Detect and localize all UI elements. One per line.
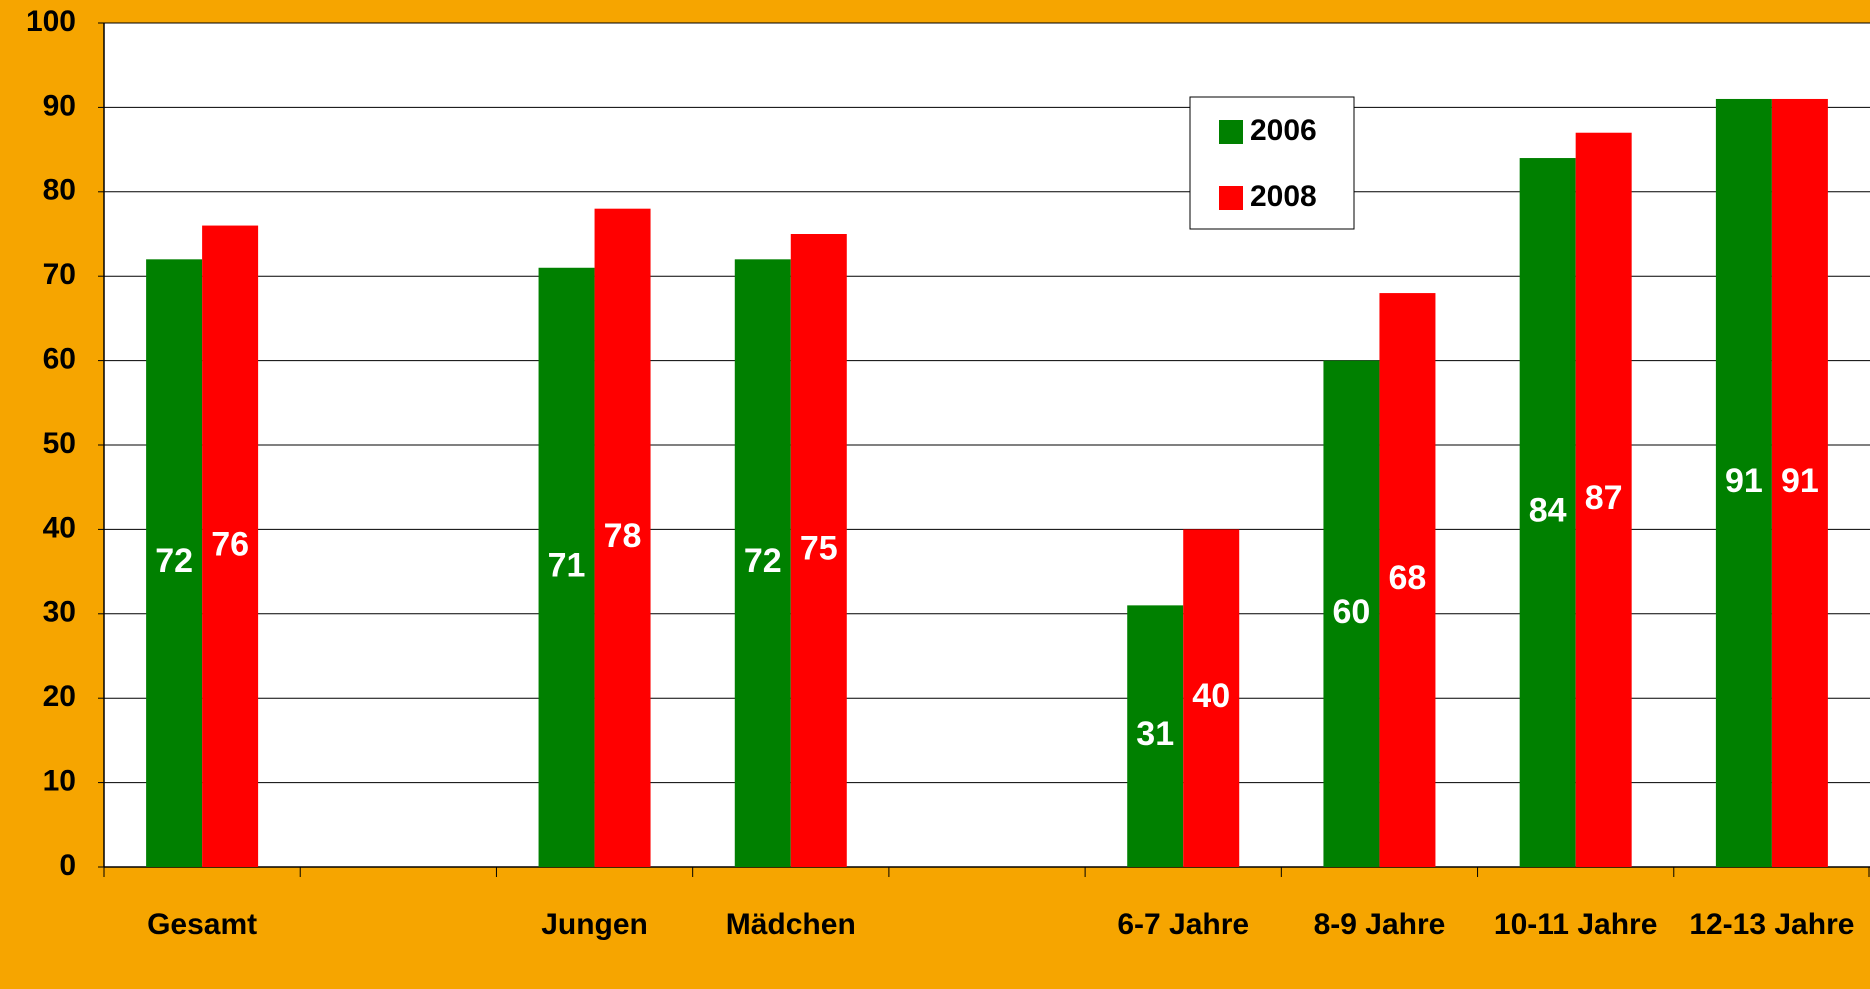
- y-tick-label: 90: [43, 89, 76, 122]
- bar: [1575, 132, 1632, 868]
- y-tick-label: 30: [43, 596, 76, 629]
- value-label: 75: [800, 529, 838, 567]
- y-tick-label: 70: [43, 258, 76, 291]
- legend-label: 2006: [1250, 114, 1317, 147]
- y-tick-label: 10: [43, 765, 76, 798]
- y-tick-label: 60: [43, 343, 76, 376]
- y-tick-label: 40: [43, 511, 76, 544]
- bar: [1715, 98, 1772, 867]
- x-tick-label: 8-9 Jahre: [1313, 908, 1446, 941]
- y-tick-label: 0: [59, 849, 76, 882]
- value-label: 60: [1333, 593, 1371, 631]
- legend-label: 2008: [1250, 180, 1317, 213]
- bar: [1127, 605, 1184, 867]
- bar: [734, 259, 791, 867]
- bar: [1519, 158, 1576, 868]
- bar: [202, 225, 259, 867]
- value-label: 76: [211, 525, 249, 563]
- value-label: 91: [1725, 462, 1763, 500]
- bar: [1323, 360, 1380, 867]
- bar: [1379, 293, 1436, 868]
- legend-swatch: [1219, 186, 1243, 210]
- legend-box: [1189, 96, 1355, 230]
- value-label: 68: [1389, 559, 1427, 597]
- y-tick-label: 50: [43, 427, 76, 460]
- value-label: 40: [1192, 677, 1230, 715]
- x-tick-label: Mädchen: [725, 908, 856, 941]
- value-label: 72: [744, 542, 782, 580]
- value-label: 78: [604, 517, 642, 555]
- legend-swatch: [1219, 120, 1243, 144]
- value-label: 31: [1136, 715, 1174, 753]
- bar: [538, 267, 595, 867]
- y-tick-label: 80: [43, 174, 76, 207]
- x-tick-label: Jungen: [541, 908, 648, 941]
- x-tick-label: 6-7 Jahre: [1117, 908, 1250, 941]
- bar: [594, 208, 651, 867]
- bar: [1771, 98, 1828, 867]
- bar: [1183, 529, 1240, 867]
- value-label: 72: [155, 542, 193, 580]
- value-label: 84: [1529, 492, 1567, 530]
- bar: [146, 259, 203, 867]
- value-label: 91: [1781, 462, 1819, 500]
- y-tick-label: 20: [43, 680, 76, 713]
- x-tick-label: 12-13 Jahre: [1689, 908, 1855, 941]
- x-tick-label: 10-11 Jahre: [1493, 908, 1658, 941]
- value-label: 71: [548, 546, 586, 584]
- value-label: 87: [1585, 479, 1623, 517]
- x-tick-label: Gesamt: [147, 908, 258, 941]
- y-tick-label: 100: [26, 5, 76, 38]
- bar: [790, 234, 847, 867]
